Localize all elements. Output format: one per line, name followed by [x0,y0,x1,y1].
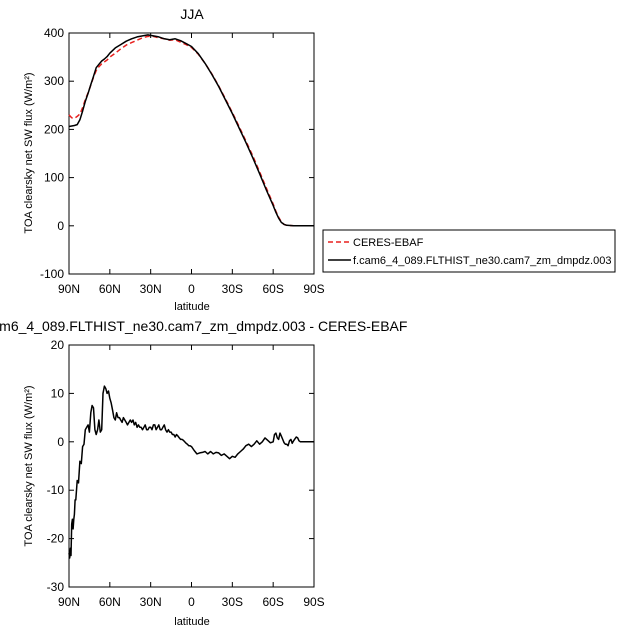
top-y-tick-label: 100 [44,171,64,185]
top-series-line-0 [68,35,314,227]
top-x-tick-label: 90S [303,282,324,296]
bottom-x-tick-label: 90S [303,595,324,609]
top-panel: JJA 90N 60N 30N 0 30S 60S 90S -100 0 100 200 300 400… [23,6,325,313]
bottom-series-line-0 [68,385,314,559]
legend: CERES-EBAF f.cam6_4_089.FLTHIST_ne30.cam… [322,229,616,273]
top-series-layer [68,34,314,227]
legend-box [322,229,616,273]
top-x-tick-label: 0 [188,282,195,296]
top-plot-frame [68,32,315,275]
top-y-tick-label: -100 [40,267,64,281]
bottom-plot-frame [68,344,315,588]
bottom-y-tick-label: 10 [51,386,65,400]
top-panel-title: JJA [180,6,204,22]
bottom-y-tick-label: -20 [47,532,65,546]
bottom-x-tick-label: 60N [99,595,121,609]
top-y-tick-label: 200 [44,122,64,136]
bottom-y-tick-label: -10 [47,483,65,497]
top-x-tick-label: 60S [262,282,283,296]
top-x-axis-title: latitude [174,301,209,313]
bottom-x-tick-label: 0 [188,595,195,609]
bottom-y-tick-label: -30 [47,580,65,594]
bottom-x-tick-label: 90N [58,595,80,609]
bottom-y-tick-label: 20 [51,338,65,352]
bottom-x-axis-title: latitude [174,616,209,628]
top-x-tick-label: 30S [222,282,243,296]
bottom-y-axis-title: TOA clearsky net SW flux (W/m²) [23,385,35,546]
bottom-ticks-layer: 90N 60N 30N 0 30S 60S 90S -30 -20 -10 0 10 20 [47,338,325,609]
bottom-x-tick-label: 30S [222,595,243,609]
top-y-axis-title: TOA clearsky net SW flux (W/m²) [23,72,35,233]
bottom-x-tick-label: 30N [140,595,162,609]
top-ticks-layer: 90N 60N 30N 0 30S 60S 90S -100 0 100 200 300 400 [40,26,325,296]
bottom-x-tick-label: 60S [262,595,283,609]
top-y-tick-label: 300 [44,74,64,88]
top-x-tick-label: 60N [99,282,121,296]
top-y-tick-label: 0 [57,219,64,233]
legend-label-ceres: CERES-EBAF [353,237,424,249]
bottom-panel-title: f.cam6_4_089.FLTHIST_ne30.cam7_zm_dmpdz.… [0,318,407,334]
top-x-tick-label: 30N [140,282,162,296]
top-x-tick-label: 90N [58,282,80,296]
top-series-line-1 [68,34,314,227]
legend-label-model: f.cam6_4_089.FLTHIST_ne30.cam7_zm_dmpdz.… [353,255,611,267]
bottom-series-layer [68,385,314,559]
top-y-tick-label: 400 [44,26,64,40]
bottom-y-tick-label: 0 [57,435,64,449]
bottom-panel: f.cam6_4_089.FLTHIST_ne30.cam7_zm_dmpdz.… [0,318,407,628]
